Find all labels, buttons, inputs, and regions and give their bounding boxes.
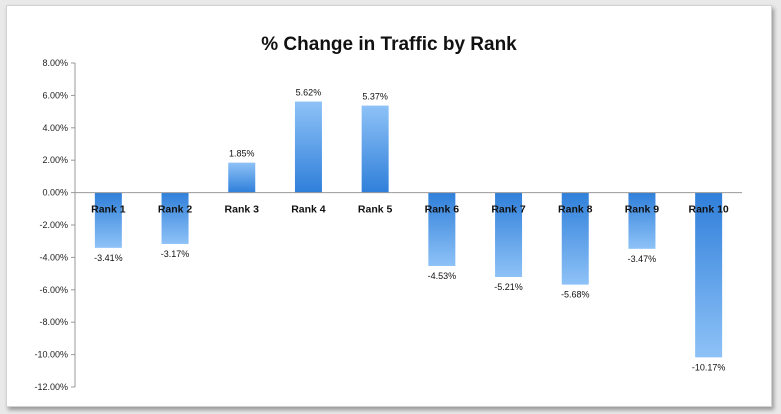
bar [228, 162, 256, 193]
data-label: 5.62% [296, 88, 322, 98]
y-tick-label: 6.00% [42, 90, 68, 100]
bar [495, 192, 523, 278]
data-label: -3.17% [161, 249, 190, 259]
chart-title: % Change in Traffic by Rank [261, 34, 517, 55]
data-label: 1.85% [229, 149, 255, 159]
y-tick-label: -6.00% [39, 285, 68, 295]
bar [628, 192, 656, 249]
y-tick-label: -12.00% [34, 382, 68, 392]
y-tick-label: -2.00% [39, 220, 68, 230]
x-category-label: Rank 5 [358, 204, 393, 216]
x-category-label: Rank 10 [689, 204, 729, 216]
x-category-label: Rank 7 [491, 204, 526, 216]
bar-chart: 8.00% 6.00% 4.00% 2.00% 0.00% -2.00% -4.00% -6.… [34, 58, 742, 392]
y-tick-label: 4.00% [42, 123, 68, 133]
category-labels: Rank 1 Rank 2 Rank 3 Rank 4 Rank 5 Rank 6 Rank… [91, 204, 729, 216]
x-category-label: Rank 4 [291, 204, 326, 216]
bar [161, 192, 189, 244]
data-label: -3.47% [628, 254, 657, 264]
data-label: -5.68% [561, 290, 590, 300]
y-tick-label: 0.00% [42, 188, 68, 198]
y-tick-label: -10.00% [34, 350, 68, 360]
y-tick-label: -8.00% [39, 317, 68, 327]
y-tick-label: 2.00% [42, 155, 68, 165]
bar [294, 101, 322, 193]
bar [561, 192, 589, 285]
y-tick-label: 8.00% [42, 58, 68, 68]
data-label: 5.37% [362, 92, 388, 102]
data-label: -3.41% [94, 253, 123, 263]
bar [361, 105, 389, 193]
x-category-label: Rank 3 [225, 204, 260, 216]
x-category-label: Rank 8 [558, 204, 593, 216]
data-label: -10.17% [692, 362, 726, 372]
y-tick-label: -4.00% [39, 252, 68, 262]
bars [94, 101, 723, 358]
bar [428, 192, 456, 266]
x-category-label: Rank 1 [91, 204, 126, 216]
x-category-label: Rank 2 [158, 204, 193, 216]
bar [94, 192, 122, 248]
y-axis: 8.00% 6.00% 4.00% 2.00% 0.00% -2.00% -4.00% -6.… [34, 58, 76, 392]
data-label: -5.21% [494, 282, 523, 292]
chart-frame: % Change in Traffic by Rank 8.00% 6.00% 4.… [6, 5, 772, 407]
bar [695, 192, 723, 358]
x-category-label: Rank 6 [425, 204, 460, 216]
data-labels: -3.41% -3.17% 1.85% 5.62% 5.37% -4.53% -5.21% -… [94, 88, 725, 373]
data-label: -4.53% [428, 271, 457, 281]
x-category-label: Rank 9 [625, 204, 660, 216]
